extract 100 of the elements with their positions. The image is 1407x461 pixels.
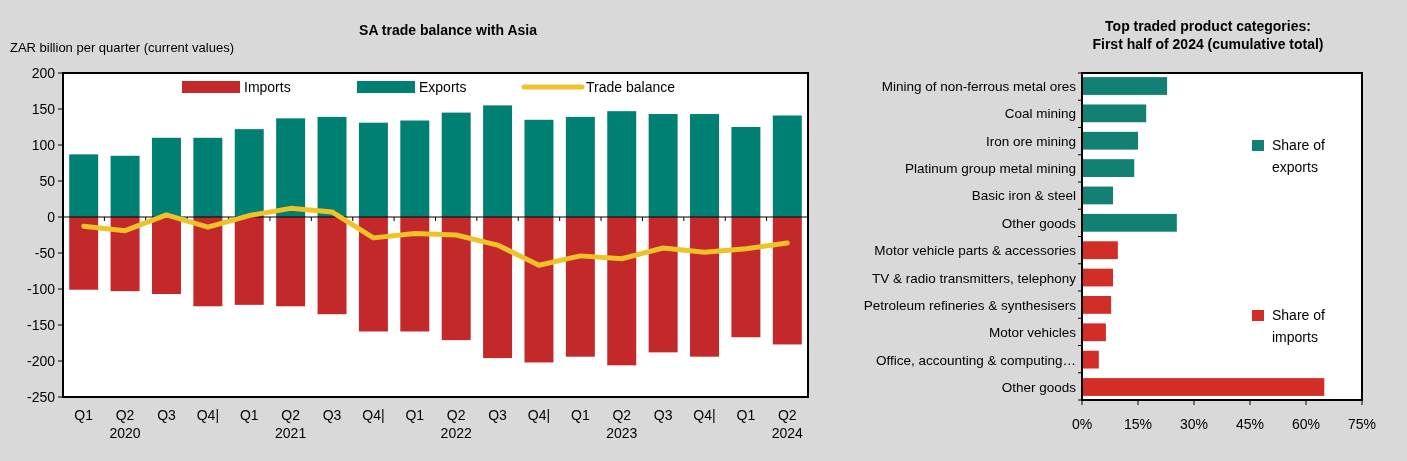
bar [731,127,761,217]
bar [648,217,678,353]
bar [1082,186,1113,205]
x-tick-label: Q1 [736,407,756,423]
y-tick-label: -50 [34,245,56,261]
x-tick-label: Q2 2023 [606,407,638,441]
y-tick-label: -150 [26,317,56,333]
x-tick-label: Q4| [362,407,385,423]
x-tick-label: Q1 [239,407,259,423]
bar [110,155,140,217]
y-tick-label: 200 [31,65,56,81]
bar [400,120,430,217]
bar [772,115,802,217]
bar [690,217,720,357]
bar [151,217,181,295]
x-tick-label: 15% [1123,416,1153,432]
x-tick-label: Q4| [527,407,551,423]
x-tick-label: Q1 [405,407,425,423]
x-tick-label: Q2 2022 [440,407,472,441]
bar [317,217,347,315]
bar [1082,241,1118,260]
x-tick-label: Q1 [74,407,94,423]
x-tick-label: 75% [1347,416,1377,432]
y-tick-label: -250 [26,389,56,405]
y-tick-label: 100 [31,137,56,153]
y-tick-label: Other goods [1001,380,1077,395]
bar [483,105,513,217]
y-tick-label: 50 [39,173,56,189]
bar [1082,268,1113,287]
y-tick-label: Motor vehicles [988,325,1077,341]
bar [400,217,430,332]
bar [1082,77,1168,95]
y-tick-label: Coal mining [1004,106,1076,122]
bar [1082,159,1135,177]
y-tick-label: Basic iron & steel [971,188,1076,204]
bar [193,217,223,307]
bar [1082,131,1138,150]
y-tick-label: Office, accounting & computing… [875,352,1076,368]
bar [317,116,347,217]
y-tick-label: Mining of non-ferrous metal ores [881,79,1077,94]
x-tick-label: Q3 [157,407,177,423]
y-tick-label: 150 [31,101,56,117]
y-tick-label: Iron ore mining [985,133,1076,149]
y-tick-label: Motor vehicle parts & accessories [874,243,1077,259]
bar [565,116,595,217]
x-tick-label: Q1 [571,407,590,423]
bar [193,137,223,217]
x-tick-label: Q2 2024 [771,407,804,441]
x-tick-label: Q3 [322,407,342,423]
bar [110,217,140,292]
x-tick-label: Q4| [693,407,716,423]
bar [234,217,264,305]
bar [441,217,471,341]
x-tick-label: 45% [1235,416,1265,432]
bar [648,114,678,217]
legend-label: Trade balance [586,79,676,95]
chart-title: Top traded product categories: First half of 2024 (cumulative total) [1092,18,1324,52]
bar [276,118,306,217]
x-tick-label: 0% [1071,416,1093,432]
bar [607,111,637,217]
legend-label: Share of imports [1272,307,1326,345]
bar [524,119,554,217]
bar [1082,296,1112,314]
x-tick-label: 30% [1179,416,1209,432]
bar [607,217,637,366]
x-tick-label: Q4| [196,407,220,423]
bar [234,129,264,217]
bar [1082,350,1099,369]
x-tick-label: Q2 2020 [109,407,141,441]
bar [772,217,802,345]
legend-label: Share of exports [1272,137,1326,175]
y-tick-label: Other goods [1001,215,1077,231]
y-tick-label: -200 [26,353,56,369]
y-tick-label: 0 [47,209,56,225]
bar [69,217,99,290]
bar [358,217,388,332]
bar [441,112,471,217]
y-tick-label: TV & radio transmitters, telephony [871,270,1077,286]
bar [690,114,720,217]
legend-label: Imports [244,79,291,95]
y-axis-title: ZAR billion per quarter (current values) [10,40,234,55]
x-tick-label: Q3 [488,407,508,423]
bar [1082,378,1325,396]
x-tick-label: Q3 [653,407,673,423]
y-tick-label: -100 [26,281,56,297]
x-tick-label: Q2 2021 [275,407,307,441]
x-tick-label: 60% [1291,416,1321,432]
bar [1082,323,1106,342]
bar [1082,104,1147,123]
bar [276,217,306,307]
chart-title: SA trade balance with Asia [359,22,538,38]
bar [565,217,595,357]
bar [151,137,181,217]
bar [358,122,388,217]
bar [524,217,554,363]
legend-label: Exports [419,79,467,95]
bar [69,154,99,217]
bar [731,217,761,338]
y-tick-label: Platinum group metal mining [904,161,1076,177]
y-tick-label: Petroleum refineries & synthesisers [863,297,1077,313]
